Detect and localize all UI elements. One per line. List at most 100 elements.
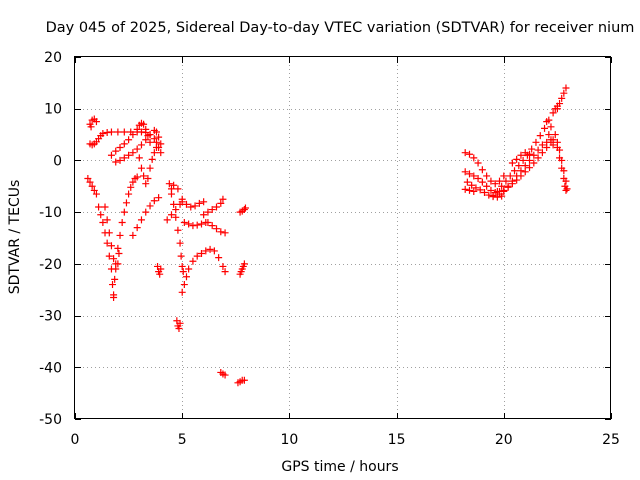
data-point: [551, 131, 559, 139]
data-point: [217, 228, 225, 236]
data-point: [112, 147, 120, 155]
data-point: [500, 172, 508, 180]
data-point: [142, 136, 150, 144]
data-point: [114, 128, 122, 136]
data-point: [95, 203, 103, 211]
data-point: [155, 194, 163, 202]
series-arc-15: [180, 218, 210, 230]
data-point: [543, 144, 551, 151]
series-arc-24: [461, 149, 508, 188]
data-point: [508, 159, 516, 167]
data-point: [156, 270, 164, 278]
series-arc-28: [489, 105, 561, 200]
data-point: [511, 167, 519, 175]
data-point: [88, 182, 96, 190]
data-point: [180, 281, 188, 289]
x-tick-label: 15: [388, 432, 406, 448]
data-point: [208, 222, 216, 230]
series-arc-16: [178, 245, 229, 296]
data-point: [215, 254, 223, 262]
data-point: [174, 185, 182, 193]
data-point: [547, 123, 555, 131]
data-point: [99, 130, 107, 138]
y-tick-label: -50: [39, 412, 62, 428]
data-point: [114, 244, 122, 252]
data-point: [526, 156, 534, 164]
data-point: [110, 291, 118, 299]
data-point: [185, 265, 193, 273]
data-point: [515, 162, 523, 170]
data-point: [483, 172, 491, 180]
data-point: [133, 224, 141, 232]
series-arc-30: [500, 138, 557, 195]
data-point: [468, 181, 476, 189]
data-point: [558, 94, 566, 102]
y-tick-label: -10: [39, 205, 62, 221]
data-point: [155, 133, 163, 141]
data-point: [111, 275, 119, 283]
data-point: [129, 131, 137, 139]
data-point: [538, 141, 546, 149]
series-arc-10: [129, 194, 163, 239]
series-arc-22: [217, 368, 229, 379]
data-point: [185, 220, 193, 228]
data-point: [562, 186, 570, 194]
series-arc-4: [112, 126, 165, 166]
series-arc-14: [178, 198, 208, 211]
axis-ticks: [75, 57, 612, 420]
data-point: [474, 159, 482, 167]
data-point: [195, 199, 203, 207]
data-point: [115, 250, 123, 258]
data-point: [182, 273, 190, 281]
plot-frame: [74, 56, 611, 419]
data-point: [172, 206, 180, 214]
data-point: [470, 154, 478, 162]
data-point: [526, 150, 534, 158]
y-tick-labels: -50 -40 -30 -20 -10 0 10 20: [39, 50, 62, 428]
y-tick-label: -30: [39, 309, 62, 325]
data-point: [472, 184, 480, 192]
y-tick-label: 10: [44, 102, 62, 118]
data-point: [517, 172, 525, 180]
series-arc-3: [107, 119, 154, 159]
data-point: [125, 151, 133, 159]
data-point: [521, 168, 529, 176]
data-point: [101, 203, 109, 211]
data-point: [208, 206, 216, 214]
grid-lines: [75, 57, 611, 419]
data-point: [120, 128, 128, 136]
data-point: [167, 211, 175, 219]
data-point: [191, 202, 199, 210]
data-point: [152, 128, 160, 136]
data-point: [105, 252, 113, 260]
data-point: [193, 221, 201, 229]
data-point: [182, 200, 190, 208]
series-arc-11: [154, 262, 165, 278]
y-tick-label: -20: [39, 257, 62, 273]
y-axis-label: SDTVAR / TECUs: [7, 180, 23, 295]
data-point: [200, 198, 208, 206]
series-arc-21: [236, 260, 248, 278]
data-point: [116, 231, 124, 239]
data-point: [553, 138, 561, 146]
data-point: [476, 186, 484, 194]
data-point: [105, 229, 113, 237]
data-point: [470, 187, 478, 195]
data-point: [461, 185, 469, 193]
data-point: [470, 172, 478, 180]
series-arc-34: [543, 118, 571, 193]
data-point: [107, 128, 115, 136]
data-point: [99, 218, 107, 226]
data-point: [193, 252, 201, 260]
data-point: [197, 250, 205, 258]
data-point: [221, 229, 229, 237]
data-point: [137, 216, 145, 224]
data-point: [90, 186, 98, 194]
data-point: [461, 149, 469, 157]
data-point: [517, 151, 525, 159]
data-point: [213, 225, 221, 233]
data-point: [534, 146, 542, 154]
data-point: [107, 151, 115, 159]
data-point: [489, 192, 497, 200]
data-point: [142, 208, 150, 216]
